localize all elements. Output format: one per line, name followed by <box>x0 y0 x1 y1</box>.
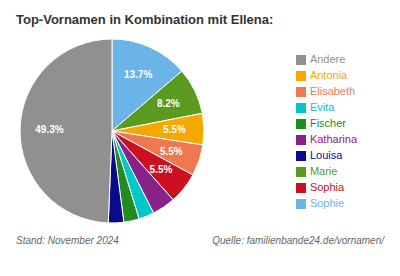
svg-text:49.3%: 49.3% <box>35 124 63 135</box>
svg-text:5.5%: 5.5% <box>163 124 186 135</box>
html-text:Andere: Andere <box>309 53 346 65</box>
html-text:Katharina: Katharina <box>309 133 357 145</box>
svg-text:5.5%: 5.5% <box>150 164 173 175</box>
html-text:Antonia: Antonia <box>309 69 348 81</box>
html-text:Evita: Evita <box>309 101 335 113</box>
html-text:Sophia: Sophia <box>309 181 345 193</box>
html-text:Louisa: Louisa <box>309 149 343 161</box>
svg-text:5.5%: 5.5% <box>160 146 183 157</box>
html-text:Quelle: familienbande24.de/vor: Quelle: familienbande24.de/vornamen/ <box>212 235 384 246</box>
html-text:Fischer: Fischer <box>309 117 346 129</box>
html-text:Sophie: Sophie <box>309 197 345 209</box>
svg-text:8.2%: 8.2% <box>157 98 180 109</box>
svg-text:13.7%: 13.7% <box>124 69 152 80</box>
html-text:Stand: November 2024: Stand: November 2024 <box>16 235 119 246</box>
html-text:Marie: Marie <box>309 165 338 177</box>
html-text:Top-Vornamen in Kombination mi: Top-Vornamen in Kombination mit Ellena: <box>16 12 274 27</box>
html-text:Elisabeth: Elisabeth <box>309 85 356 97</box>
